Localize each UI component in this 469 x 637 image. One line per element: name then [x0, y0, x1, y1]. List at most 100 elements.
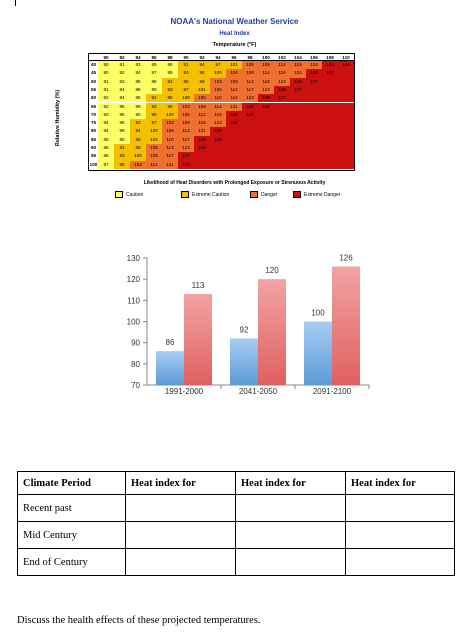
- heat-index-cell: [274, 144, 290, 153]
- heat-index-cell: 126: [226, 110, 242, 120]
- heat-index-cell: 100: [210, 69, 226, 78]
- answer-cell[interactable]: [235, 494, 346, 522]
- heat-index-cell: 100: [178, 94, 194, 103]
- legend-label: Danger: [261, 191, 278, 198]
- heat-index-cell: 91: [178, 61, 194, 70]
- heat-index-cell: [226, 160, 242, 169]
- heat-index-cell: 129: [210, 127, 226, 136]
- humidity-row-label: 90: [90, 145, 97, 150]
- heat-index-cell: 116: [194, 119, 210, 128]
- heat-index-cell: [322, 102, 338, 111]
- heat-index-cell: 130: [306, 69, 322, 78]
- heat-index-legend: Caution Extreme Caution Danger Extreme Dang…: [115, 191, 375, 201]
- heat-index-cell: 122: [178, 144, 194, 153]
- heat-index-cell: 84: [114, 85, 130, 95]
- heat-index-cell: 136: [338, 61, 354, 70]
- answer-cell[interactable]: [125, 521, 236, 549]
- heat-index-cell: [194, 152, 210, 161]
- answer-cell[interactable]: [345, 494, 455, 522]
- heat-index-cell: 86: [130, 85, 146, 95]
- noaa-title: NOAA's National Weather Service: [170, 17, 299, 26]
- y-tick-label: 80: [131, 360, 140, 369]
- heat-index-cell: 93: [114, 152, 130, 161]
- heat-index-cell: 112: [194, 110, 210, 120]
- heat-index-cell: 117: [242, 85, 258, 95]
- heat-index-cell: 84: [98, 119, 114, 128]
- heat-index-cell: 100: [130, 152, 146, 161]
- heat-index-cell: 112: [146, 160, 162, 169]
- heat-index-cell: [338, 127, 354, 136]
- header-heat-index-3: Heat index for: [345, 471, 455, 495]
- heat-index-cell: 82: [98, 102, 114, 111]
- heat-index-cell: [226, 152, 242, 161]
- heat-index-cell: 126: [194, 135, 210, 144]
- heat-index-cell: [338, 144, 354, 153]
- answer-cell[interactable]: [125, 494, 236, 522]
- heat-index-cell: 109: [242, 69, 258, 78]
- heat-index-cell: 83: [130, 61, 146, 70]
- heat-index-cell: [338, 85, 354, 95]
- heat-index-cell: 134: [242, 110, 258, 120]
- x-tick-label: 2091-2100: [313, 387, 352, 396]
- heat-index-cell: [338, 69, 354, 78]
- heat-index-cell: [242, 119, 258, 128]
- heat-index-cell: 97: [146, 119, 162, 128]
- temperature-axis-label: Temperature (°F): [212, 42, 257, 48]
- heat-disorder-caption: Likelihood of Heat Disorders with Prolon…: [143, 180, 326, 186]
- legend-label: Extreme Danger: [304, 191, 341, 198]
- answer-cell[interactable]: [235, 548, 346, 576]
- heat-index-cell: [306, 110, 322, 120]
- heat-index-cell: 110: [210, 94, 226, 103]
- y-tick-label: 120: [127, 275, 141, 284]
- heat-index-cell: 137: [306, 77, 322, 86]
- temperature-header: 108: [326, 55, 334, 60]
- bar-data-label: 113: [192, 281, 205, 290]
- heat-index-cell: [242, 127, 258, 136]
- humidity-row-label: 40: [90, 62, 97, 67]
- heat-index-cell: 103: [162, 119, 178, 128]
- heat-index-cell: [322, 77, 338, 86]
- bar-data-label: 126: [339, 253, 353, 262]
- x-tick-label: 1991-2000: [165, 387, 204, 396]
- answer-cell[interactable]: [125, 548, 236, 576]
- temperature-header: 98: [247, 55, 253, 60]
- heat-index-cell: 102: [146, 135, 162, 144]
- heat-index-cell: 103: [210, 77, 226, 86]
- heat-index-cell: [338, 94, 354, 103]
- heat-index-cell: 87: [146, 69, 162, 78]
- heat-index-cell: [258, 110, 274, 120]
- legend-item: Extreme Danger: [293, 191, 340, 199]
- heat-index-cell: [338, 102, 354, 111]
- heat-index-cell: 114: [210, 102, 226, 111]
- heat-index-cell: [306, 94, 322, 103]
- heat-index-cell: 103: [178, 102, 194, 111]
- heat-index-cell: 106: [162, 127, 178, 136]
- heat-index-cell: [322, 110, 338, 120]
- heat-index-cell: 84: [98, 127, 114, 136]
- heat-index-cell: [274, 127, 290, 136]
- heat-index-cell: 97: [178, 85, 194, 95]
- heat-index-bar-chart: 70 80 90 100 110 120 130 86 113 1991-2000 92 120 204…: [127, 253, 370, 396]
- heat-index-cell: [290, 110, 306, 120]
- heat-index-cell: [290, 144, 306, 153]
- heat-index-cell: [322, 144, 338, 153]
- heat-index-cell: 90: [130, 110, 146, 120]
- answer-cell[interactable]: [345, 548, 455, 576]
- heat-index-cell: 89: [114, 127, 130, 136]
- heat-index-cell: 97: [210, 61, 226, 70]
- answer-cell[interactable]: [235, 521, 346, 549]
- heat-index-cell: 93: [162, 85, 178, 95]
- heat-index-cell: [322, 127, 338, 136]
- answer-cell[interactable]: [345, 521, 455, 549]
- heat-index-cell: 130: [274, 85, 290, 95]
- heat-index-cell: 95: [178, 77, 194, 86]
- worksheet-table: Climate Period Heat index for Heat index…: [17, 471, 455, 576]
- heat-index-cell: [210, 160, 226, 169]
- temperature-header: 94: [215, 55, 221, 60]
- heat-index-cell: [210, 152, 226, 161]
- heat-index-cell: [306, 102, 322, 111]
- heat-index-cell: 132: [178, 160, 194, 169]
- heat-index-cell: 114: [274, 61, 290, 70]
- heat-index-cell: [226, 144, 242, 153]
- heat-index-cell: 121: [194, 127, 210, 136]
